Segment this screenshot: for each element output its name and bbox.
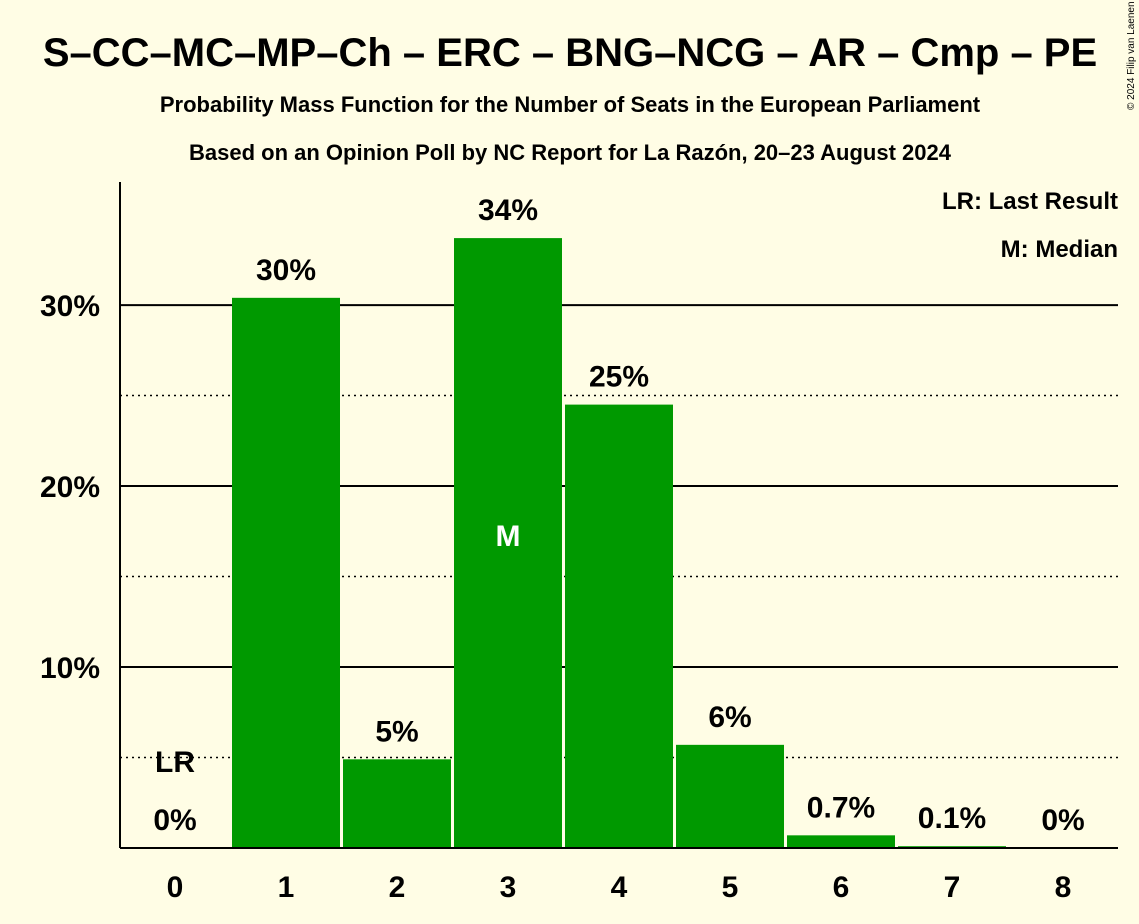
x-tick-label: 1 — [278, 871, 295, 904]
y-tick-label: 30% — [40, 290, 100, 323]
bars — [232, 238, 1006, 849]
bar — [787, 835, 895, 848]
x-tick-label: 3 — [500, 871, 517, 904]
chart-title: S–CC–MC–MP–Ch – ERC – BNG–NCG – AR – Cmp… — [43, 31, 1097, 75]
bar-value-label: 34% — [478, 194, 538, 227]
bar-value-label: 5% — [375, 715, 418, 748]
bar — [565, 404, 673, 848]
bar-value-label: 6% — [708, 701, 751, 734]
legend-entry: M: Median — [1001, 236, 1118, 263]
x-tick-label: 8 — [1055, 871, 1072, 904]
labels: 10% 20% 30% 0% 0 30% 1 5% 2 34% 3 25% 4 6% 5 0.7% 6 0.1% 7… — [40, 194, 1085, 904]
median-marker: M — [496, 520, 521, 553]
bar-value-label: 25% — [589, 361, 649, 394]
x-tick-label: 7 — [944, 871, 961, 904]
x-tick-label: 5 — [722, 871, 739, 904]
bar-value-label: 0.7% — [807, 791, 875, 824]
bar-value-label: 0.1% — [918, 802, 986, 835]
bar — [676, 744, 784, 848]
bar — [454, 238, 562, 848]
y-tick-label: 10% — [40, 652, 100, 685]
chart-subtitle: Probability Mass Function for the Number… — [160, 92, 981, 117]
bar-value-label: 0% — [153, 804, 196, 837]
bar — [232, 297, 340, 849]
chart-subtitle-2: Based on an Opinion Poll by NC Report fo… — [189, 140, 952, 165]
x-tick-label: 4 — [611, 871, 628, 904]
axes — [119, 182, 1118, 849]
copyright-text: © 2024 Filip van Laenen — [1126, 1, 1137, 110]
last-result-marker: LR — [155, 746, 195, 779]
legend: LR: Last Result M: Median — [942, 188, 1118, 263]
x-tick-label: 2 — [389, 871, 406, 904]
x-tick-label: 6 — [833, 871, 850, 904]
legend-entry: LR: Last Result — [942, 188, 1118, 215]
bar — [343, 759, 451, 848]
bar-value-label: 0% — [1041, 804, 1084, 837]
bar-value-label: 30% — [256, 254, 316, 287]
x-tick-label: 0 — [167, 871, 184, 904]
y-tick-label: 20% — [40, 471, 100, 504]
